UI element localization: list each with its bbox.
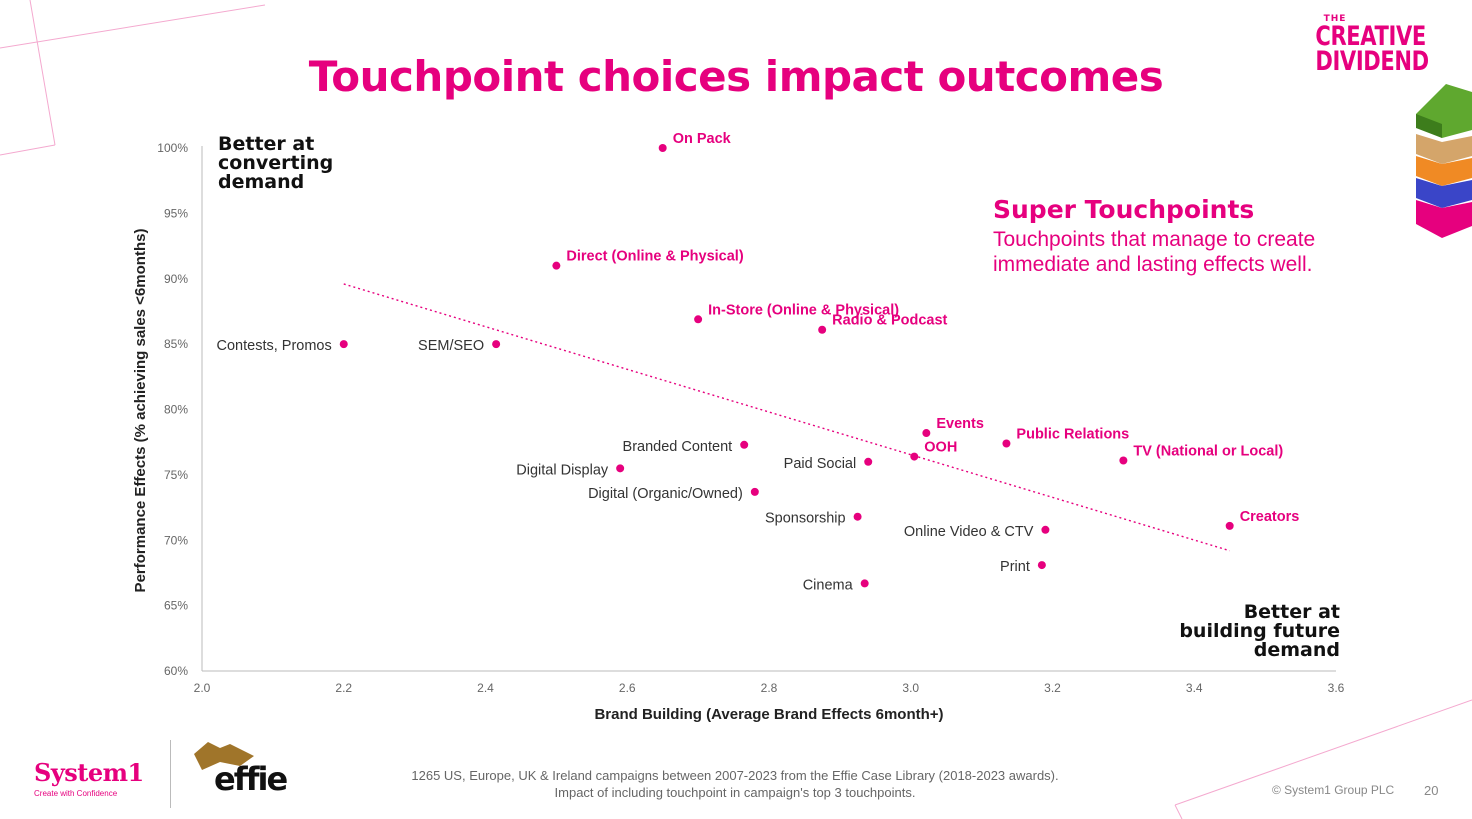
corner-label-converting: Better at converting demand (218, 133, 334, 193)
data-label-print: Print (1000, 559, 1030, 575)
data-point-events (922, 429, 931, 438)
y-tick-label: 85% (164, 337, 188, 351)
data-point-paid-social (864, 457, 873, 466)
data-label-branded-content: Branded Content (623, 439, 733, 455)
x-tick-label: 3.2 (1044, 681, 1061, 695)
data-point-radio-podcast (818, 325, 827, 334)
creative-dividend-logo: THE CREATIVE DIVIDEND (1315, 14, 1429, 77)
x-axis-label: Brand Building (Average Brand Effects 6m… (594, 706, 943, 723)
system1-logo: System1 Create with Confidence (34, 758, 144, 798)
data-label-contests-promos: Contests, Promos (217, 338, 332, 354)
data-point-ooh (910, 452, 919, 461)
data-point-cinema (860, 579, 869, 588)
x-tick-label: 2.4 (477, 681, 494, 695)
page-number: 20 (1424, 783, 1439, 798)
y-tick-label: 65% (164, 599, 188, 613)
corner-label-building: Better at building future demand (1179, 601, 1340, 661)
data-label-direct-online-physical: Direct (Online & Physical) (566, 249, 743, 265)
data-point-in-store-online-physical (694, 315, 703, 324)
x-tick-label: 2.8 (761, 681, 778, 695)
copyright: © System1 Group PLC (1272, 783, 1395, 797)
data-label-ooh: OOH (924, 440, 957, 456)
y-tick-label: 75% (164, 468, 188, 482)
data-point-digital-organic-owned (750, 487, 759, 496)
data-point-branded-content (740, 440, 749, 449)
data-label-events: Events (936, 416, 984, 432)
data-point-sponsorship (853, 512, 862, 521)
data-label-in-store-online-physical: In-Store (Online & Physical) (708, 302, 899, 318)
data-point-sem-seo (492, 340, 501, 349)
x-tick-label: 3.4 (1186, 681, 1203, 695)
data-label-creators: Creators (1240, 509, 1300, 525)
y-tick-label: 90% (164, 272, 188, 286)
data-label-paid-social: Paid Social (784, 456, 857, 472)
y-axis-label: Performance Effects (% achieving sales <… (132, 229, 149, 593)
source-note: 1265 US, Europe, UK & Ireland campaigns … (411, 768, 1059, 800)
data-point-digital-display (616, 464, 625, 473)
data-point-tv-national-or-local (1119, 456, 1128, 465)
data-label-sem-seo: SEM/SEO (418, 338, 484, 354)
x-tick-label: 2.2 (335, 681, 352, 695)
data-point-public-relations (1002, 439, 1011, 448)
x-tick-label: 3.6 (1328, 681, 1345, 695)
trend-line (343, 283, 1230, 552)
y-tick-label: 70% (164, 533, 188, 547)
data-label-radio-podcast: Radio & Podcast (832, 313, 947, 329)
data-label-cinema: Cinema (803, 577, 854, 593)
y-tick-label: 95% (164, 206, 188, 220)
x-tick-label: 2.6 (619, 681, 636, 695)
stacked-cube-icon (1416, 84, 1472, 238)
data-label-sponsorship: Sponsorship (765, 511, 846, 527)
x-tick-label: 3.0 (902, 681, 919, 695)
data-label-tv-national-or-local: TV (National or Local) (1133, 443, 1283, 459)
data-point-creators (1225, 521, 1234, 530)
data-point-direct-online-physical (552, 261, 561, 270)
super-touchpoints-title: Super Touchpoints (993, 195, 1255, 224)
data-label-digital-display: Digital Display (516, 462, 609, 478)
y-tick-label: 100% (157, 141, 188, 155)
y-tick-label: 80% (164, 403, 188, 417)
page-title: Touchpoint choices impact outcomes (308, 52, 1164, 101)
effie-trophy-icon (194, 742, 254, 770)
data-point-print (1037, 561, 1046, 570)
data-point-contests-promos (339, 340, 348, 349)
effie-logo: effie (214, 760, 288, 798)
footer-divider (170, 740, 171, 808)
super-touchpoints-description: Touchpoints that manage to create immedi… (993, 228, 1316, 276)
data-label-digital-organic-owned: Digital (Organic/Owned) (588, 486, 743, 502)
y-tick-label: 60% (164, 664, 188, 678)
data-point-online-video-ctv (1041, 525, 1050, 534)
data-label-on-pack: On Pack (673, 131, 732, 147)
data-label-online-video-ctv: Online Video & CTV (904, 524, 1034, 540)
x-tick-label: 2.0 (194, 681, 211, 695)
data-label-public-relations: Public Relations (1016, 426, 1129, 442)
data-point-on-pack (658, 144, 667, 152)
